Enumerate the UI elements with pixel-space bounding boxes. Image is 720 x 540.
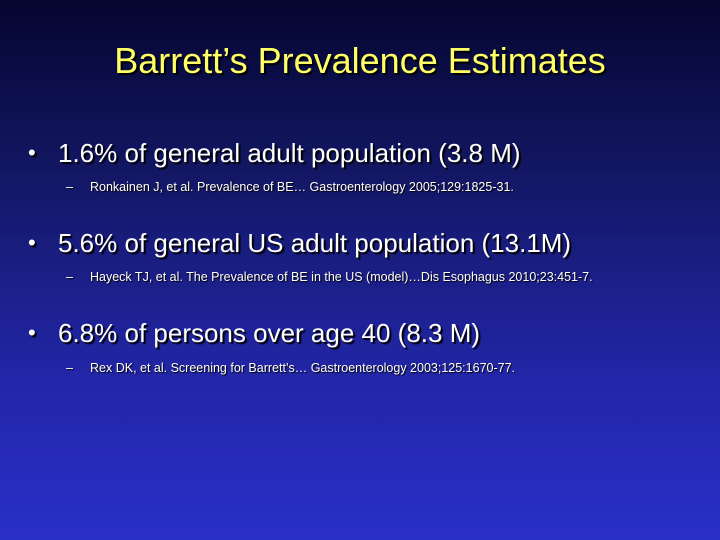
bullet-item: • 1.6% of general adult population (3.8 M… <box>28 138 708 169</box>
bullet-item: • 5.6% of general US adult population (13… <box>28 228 708 259</box>
bullet-text: 1.6% of general adult population (3.8 M) <box>58 138 521 168</box>
bullet-icon: • <box>28 140 36 165</box>
bullet-text: 5.6% of general US adult population (13.… <box>58 228 572 258</box>
reference-text: Hayeck TJ, et al. The Prevalence of BE i… <box>90 270 593 284</box>
bullet-icon: • <box>28 320 36 345</box>
dash-icon: – <box>66 270 73 284</box>
reference-text: Ronkainen J, et al. Prevalence of BE… Ga… <box>90 180 514 194</box>
bullet-text: 6.8% of persons over age 40 (8.3 M) <box>58 318 481 348</box>
bullet-icon: • <box>28 230 36 255</box>
bullet-item: • 6.8% of persons over age 40 (8.3 M) <box>28 318 708 349</box>
reference-item: – Ronkainen J, et al. Prevalence of BE… G… <box>66 180 706 194</box>
slide-title: Barrett’s Prevalence Estimates <box>114 40 606 81</box>
dash-icon: – <box>66 180 73 194</box>
reference-text: Rex DK, et al. Screening for Barrett’s… … <box>90 361 516 375</box>
reference-item: – Hayeck TJ, et al. The Prevalence of BE … <box>66 270 706 284</box>
reference-item: – Rex DK, et al. Screening for Barrett’s…… <box>66 361 706 375</box>
dash-icon: – <box>66 361 73 375</box>
